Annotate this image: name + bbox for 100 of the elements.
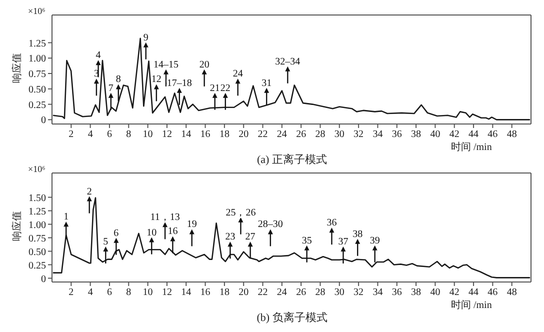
x-tick-label: 32 — [354, 129, 364, 140]
x-tick-label: 16 — [200, 129, 210, 140]
x-tick-label: 44 — [468, 129, 479, 140]
x-tick-label: 30 — [334, 129, 344, 140]
x-tick-label: 46 — [488, 129, 498, 140]
annotation: 32–34 — [275, 56, 300, 68]
x-tick-label: 24 — [276, 129, 287, 140]
x-tick-label: 16 — [200, 287, 210, 298]
x-tick-label: 10 — [142, 287, 153, 298]
x-tick-label: 36 — [392, 129, 402, 140]
annotation: 24 — [232, 68, 243, 80]
y-tick-label: 1.50 — [28, 192, 46, 204]
x-tick-label: 2 — [68, 129, 74, 140]
x-tick-label: 28 — [315, 287, 326, 298]
y-tick-label: 0.75 — [28, 69, 46, 80]
x-tick-label: 12 — [162, 129, 172, 140]
x-tick-label: 48 — [506, 129, 517, 140]
annotation: 10 — [146, 227, 157, 238]
x-tick-label: 24 — [276, 287, 287, 298]
x-tick-label: 48 — [506, 287, 517, 298]
y-tick-label: 1.00 — [28, 220, 46, 231]
annotation: 23 — [225, 232, 236, 243]
annotation: 27 — [245, 232, 256, 243]
x-tick-label: 20 — [238, 287, 249, 298]
annotation: 37 — [338, 236, 348, 248]
annotation: 4 — [96, 50, 101, 62]
x-tick-label: 4 — [88, 129, 93, 140]
x-tick-label: 28 — [315, 129, 326, 140]
annotation: 35 — [302, 235, 312, 246]
annotation: 7 — [108, 82, 114, 94]
x-tick-label: 42 — [449, 287, 460, 298]
y-tick-label: 1.00 — [28, 54, 46, 65]
x-tick-label: 32 — [354, 287, 364, 298]
x-tick-label: 40 — [430, 129, 440, 140]
x-axis-title: 时间 /min — [450, 299, 493, 313]
x-tick-label: 38 — [411, 287, 422, 298]
x-tick-label: 44 — [468, 287, 479, 298]
annotation: 25，26 — [226, 207, 256, 218]
annotation: 39 — [370, 235, 380, 246]
annotation: 8 — [116, 74, 121, 86]
x-tick-label: 38 — [411, 129, 422, 140]
annotation: 38 — [352, 228, 363, 240]
y-tick-label: 1.25 — [28, 38, 46, 50]
x-tick-label: 26 — [296, 129, 306, 140]
y-tick-label: 0 — [41, 274, 46, 285]
x-tick-label: 42 — [449, 129, 460, 140]
x-tick-label: 34 — [372, 287, 383, 298]
annotation: 1 — [64, 212, 69, 223]
annotation: 11，13 — [150, 212, 180, 224]
annotation: 6 — [114, 228, 119, 239]
annotation: 2 — [86, 186, 92, 198]
text: (b) 负离子模式 — [256, 312, 328, 324]
annotation: 12 — [151, 74, 162, 86]
x-tick-label: 34 — [372, 129, 383, 140]
annotation: 20 — [199, 59, 210, 70]
annotation: 17–18 — [166, 78, 192, 89]
x-axis-title: 时间 /min — [450, 141, 493, 155]
annotation: 31 — [262, 78, 272, 89]
x-tick-label: 10 — [142, 129, 153, 140]
x-tick-label: 8 — [126, 287, 132, 298]
x-tick-label: 14 — [181, 287, 192, 298]
x-tick-label: 14 — [181, 129, 192, 140]
x-tick-label: 22 — [258, 129, 268, 140]
x-tick-label: 40 — [430, 287, 440, 298]
text: ×10⁶ — [28, 6, 46, 16]
annotation: 19 — [186, 219, 197, 230]
x-tick-label: 26 — [296, 287, 306, 298]
y-tick-label: 0.50 — [28, 246, 46, 258]
x-tick-label: 6 — [106, 287, 112, 298]
x-tick-label: 20 — [238, 129, 249, 140]
text: (a) 正离子模式 — [256, 154, 328, 166]
annotation: 16 — [168, 226, 178, 238]
y-tick-label: 1.25 — [28, 206, 46, 218]
annotation: 36 — [326, 218, 337, 229]
x-tick-label: 12 — [162, 287, 172, 298]
x-tick-label: 18 — [219, 287, 230, 298]
annotation: 14–15 — [154, 59, 178, 70]
x-tick-label: 8 — [126, 129, 132, 140]
y-axis-title: 响应值 — [10, 52, 24, 85]
y-tick-label: 0.25 — [28, 260, 46, 272]
text: ×10⁶ — [28, 164, 46, 174]
x-tick-label: 2 — [68, 287, 74, 298]
x-tick-label: 6 — [106, 129, 112, 140]
y-tick-label: 0 — [41, 115, 46, 126]
x-tick-label: 4 — [88, 287, 93, 298]
y-tick-label: 0.25 — [28, 100, 46, 111]
x-tick-label: 30 — [334, 287, 344, 298]
x-tick-label: 36 — [392, 287, 402, 298]
annotation: 21 — [210, 82, 220, 94]
x-tick-label: 22 — [258, 287, 268, 298]
y-tick-label: 0.75 — [28, 233, 46, 244]
annotation: 5 — [103, 236, 108, 248]
line-series — [52, 197, 531, 278]
y-axis-title: 响应值 — [10, 210, 24, 243]
annotation: 22 — [220, 82, 230, 94]
annotation: 9 — [143, 32, 148, 44]
x-tick-label: 18 — [219, 129, 230, 140]
x-tick-label: 46 — [488, 287, 498, 298]
annotation: 28–30 — [258, 219, 283, 230]
y-tick-label: 0.50 — [28, 84, 46, 96]
